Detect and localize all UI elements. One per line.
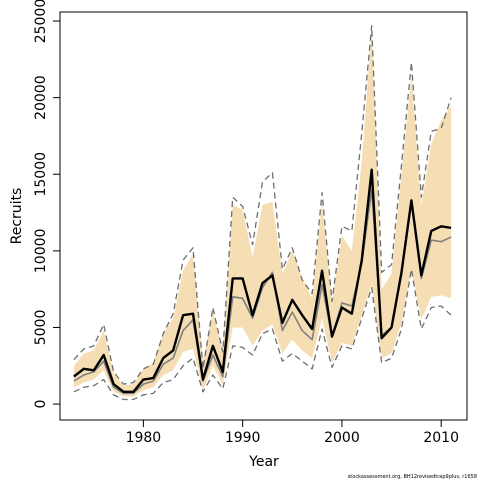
series-line: [73, 168, 452, 394]
y-tick-label: 15000: [33, 152, 49, 197]
footnote: stockassessment.org, BH12revisedtrap9plu…: [348, 474, 477, 480]
x-axis-label: Year: [248, 454, 279, 470]
confidence-band: [73, 28, 452, 397]
y-tick-label: 20000: [33, 75, 49, 120]
x-tick-label: 1980: [126, 430, 162, 446]
plot-frame: [59, 11, 468, 421]
x-tick-label: 2000: [324, 430, 360, 446]
series-line: [73, 24, 452, 385]
series-line: [73, 268, 452, 401]
x-tick-label: 2010: [423, 430, 459, 446]
y-tick-label: 0: [33, 400, 49, 409]
y-tick-label: 25000: [33, 0, 49, 43]
y-axis-label: Recruits: [9, 188, 25, 245]
x-tick-label: 1990: [225, 430, 261, 446]
y-tick-label: 10000: [33, 229, 49, 274]
y-tick-label: 5000: [33, 310, 49, 346]
